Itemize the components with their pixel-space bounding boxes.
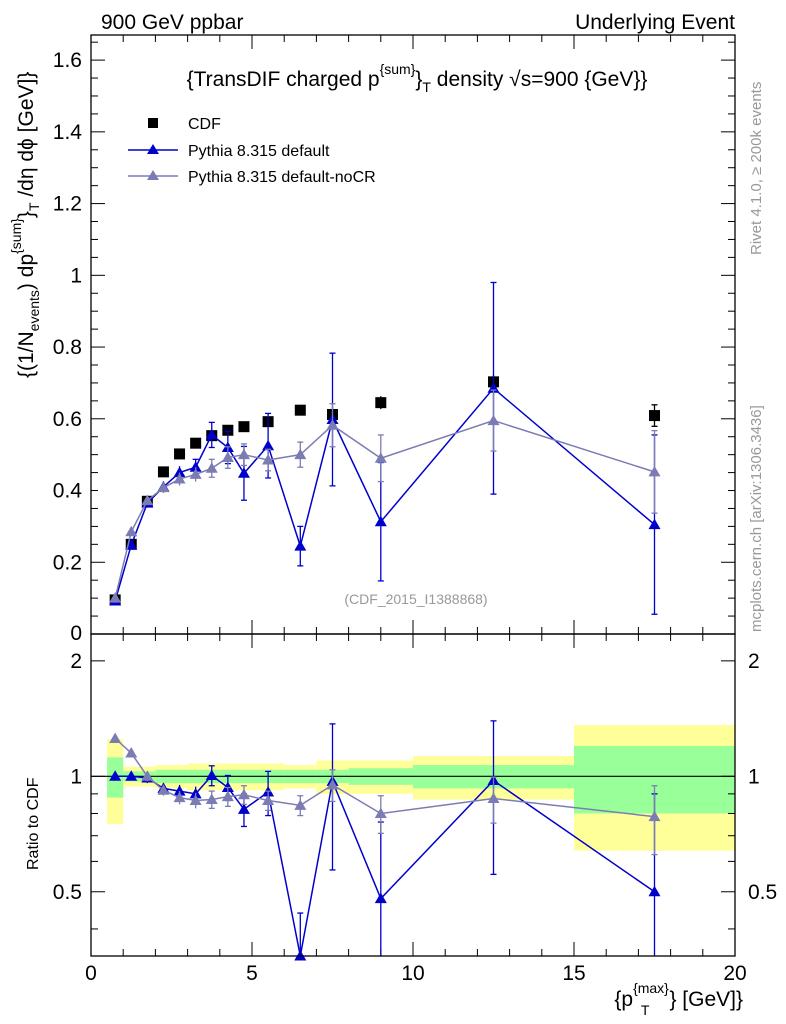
x-tick-label: 15: [562, 962, 585, 985]
y-tick-label: 0.2: [53, 551, 82, 574]
data-point-main: [237, 448, 250, 460]
legend-marker-cdf: [148, 118, 158, 128]
legend-label-cdf: CDF: [188, 116, 221, 133]
data-point-main: [222, 424, 234, 436]
y-tick-label: 1.2: [53, 193, 82, 216]
series-line-main: [114, 387, 655, 602]
data-point-main: [205, 462, 218, 473]
data-point-ratio: [487, 792, 500, 804]
data-point-main: [294, 540, 307, 551]
data-point-main: [109, 592, 122, 603]
data-point-main: [157, 466, 169, 478]
data-point-ratio: [157, 784, 170, 795]
y-tick-label: 1.6: [53, 49, 82, 72]
data-point-main: [173, 473, 186, 484]
data-point-main: [190, 437, 202, 449]
y-tick-label: 0: [70, 622, 82, 645]
data-point-main: [157, 481, 170, 493]
data-point-ratio: [221, 790, 234, 802]
data-point-ratio: [205, 769, 218, 780]
data-point-ratio: [294, 950, 307, 961]
data-point-ratio: [648, 810, 661, 822]
data-point-ratio: [205, 793, 218, 805]
data-point-main: [125, 525, 138, 537]
data-point-main: [189, 461, 202, 472]
data-point-main: [374, 452, 387, 463]
data-point-ratio: [189, 794, 202, 805]
data-point-ratio: [173, 791, 186, 803]
data-point-main: [326, 419, 339, 430]
data-point-ratio: [109, 732, 122, 743]
data-point-ratio: [109, 770, 122, 781]
y-tick-label: 1.4: [53, 121, 83, 144]
analysis-watermark: (CDF_2015_I1388868): [344, 591, 487, 607]
data-point-main: [174, 448, 186, 460]
data-point-ratio: [237, 803, 250, 814]
ratio-y-tick-label-right: 1: [748, 765, 760, 788]
ratio-plot-frame: [90, 633, 736, 957]
legend-label-pythia-nocr: Pythia 8.315 default-noCR: [188, 169, 376, 186]
rivet-label: Rivet 4.1.0, ≥ 200k events: [748, 82, 765, 255]
data-point-main: [221, 451, 234, 463]
data-point-main: [238, 421, 250, 433]
ratio-y-tick-label: 2: [70, 650, 82, 673]
y-axis-label: {(1/Nevents) dp{sum}}T /dη dϕ [GeV]}: [8, 72, 42, 378]
data-point-main: [262, 439, 275, 451]
data-point-main: [649, 410, 660, 422]
data-point-main: [648, 465, 661, 477]
legend-label-pythia-default: Pythia 8.315 default: [188, 143, 330, 160]
y-tick-label: 0.4: [53, 480, 83, 503]
data-point-main: [141, 494, 154, 506]
data-point-main: [648, 518, 661, 530]
data-point-main: [294, 404, 306, 416]
series-2: [109, 389, 661, 856]
x-tick-label: 10: [401, 962, 424, 985]
x-tick-label: 20: [723, 962, 746, 985]
ratio-y-axis-label: Ratio to CDF: [25, 777, 42, 870]
data-point-main: [262, 454, 275, 465]
x-tick-label: 0: [85, 962, 97, 985]
header-left: 900 GeV ppbar: [101, 11, 243, 34]
data-point-ratio: [374, 892, 387, 904]
data-point-ratio: [294, 799, 307, 810]
data-point-main: [374, 515, 387, 527]
x-tick-label: 5: [246, 962, 258, 985]
data-point-ratio: [221, 781, 234, 793]
data-point-ratio: [125, 747, 138, 758]
data-point-ratio: [374, 807, 387, 818]
ratio-y-tick-label: 1: [70, 765, 82, 788]
mcplots-label: mcplots.cern.ch [arXiv:1306.3436]: [748, 405, 765, 632]
header-right: Underlying Event: [575, 11, 735, 34]
ratio-y-tick-label: 0.5: [53, 881, 82, 904]
data-point-ratio: [648, 885, 661, 897]
data-point-main: [487, 414, 500, 426]
data-point-main: [375, 397, 387, 409]
data-point-ratio: [125, 770, 138, 781]
data-point-ratio: [141, 770, 154, 781]
y-tick-label: 1: [70, 264, 82, 287]
data-point-ratio: [262, 794, 275, 805]
legend-marker-pythia-default: [147, 144, 159, 154]
chart-title: {TransDIF charged p{sum}}T density √s=90…: [187, 61, 648, 95]
data-point-main: [173, 466, 186, 478]
data-series: [109, 281, 661, 961]
series-1: [109, 281, 661, 961]
data-point-main: [294, 448, 307, 460]
x-axis-label: {p{max} T} [GeV]}: [614, 980, 743, 1018]
data-point-ratio: [173, 785, 186, 796]
y-tick-label: 0.8: [53, 336, 82, 359]
legend-marker-pythia-nocr: [147, 170, 159, 180]
data-point-main: [189, 468, 202, 479]
data-point-ratio: [326, 778, 339, 790]
ratio-y-tick-label-right: 0.5: [748, 881, 777, 904]
ratio-y-tick-label-right: 2: [748, 650, 760, 673]
series-0: [109, 374, 660, 606]
legend: CDF Pythia 8.315 default Pythia 8.315 de…: [128, 116, 376, 186]
y-tick-label: 0.6: [53, 408, 82, 431]
data-point-main: [237, 467, 250, 478]
data-point-main: [205, 428, 218, 440]
data-point-ratio: [237, 788, 250, 800]
